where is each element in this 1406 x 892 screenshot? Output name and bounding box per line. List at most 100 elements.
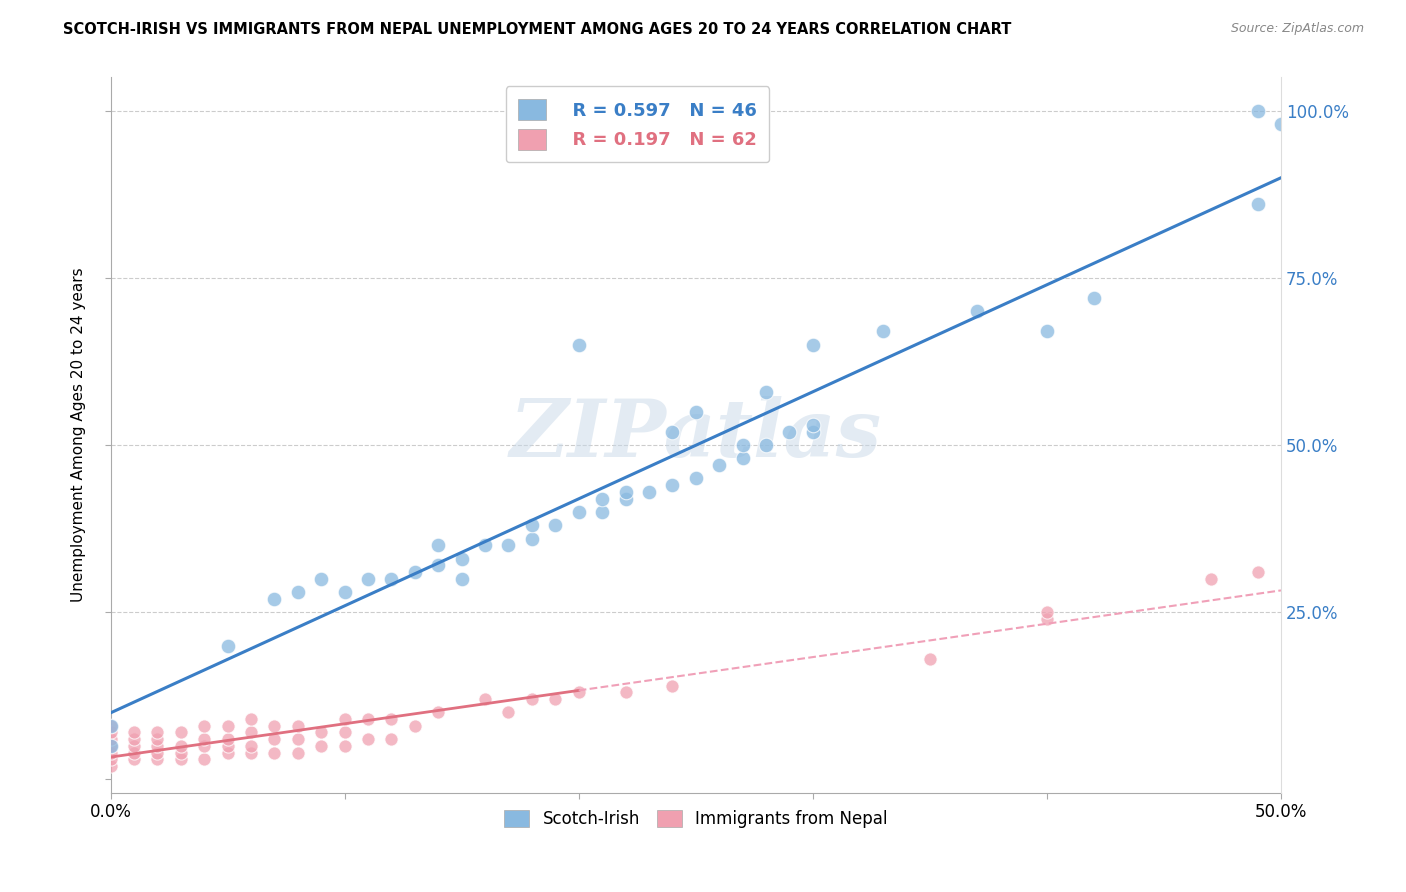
Point bbox=[427, 558, 450, 573]
Point bbox=[122, 732, 145, 747]
Point bbox=[100, 739, 122, 753]
Point bbox=[520, 518, 543, 533]
Point bbox=[287, 732, 309, 747]
Point bbox=[100, 746, 122, 760]
Point bbox=[498, 538, 520, 552]
Point bbox=[707, 458, 730, 472]
Point bbox=[333, 712, 356, 726]
Text: Source: ZipAtlas.com: Source: ZipAtlas.com bbox=[1230, 22, 1364, 36]
Point bbox=[520, 692, 543, 706]
Point bbox=[263, 719, 285, 733]
Point bbox=[287, 746, 309, 760]
Point bbox=[1199, 572, 1222, 586]
Point bbox=[544, 692, 567, 706]
Point bbox=[122, 739, 145, 753]
Point bbox=[287, 719, 309, 733]
Point bbox=[966, 304, 988, 318]
Point bbox=[778, 425, 800, 439]
Point bbox=[380, 732, 402, 747]
Point bbox=[357, 712, 380, 726]
Point bbox=[474, 538, 496, 552]
Point bbox=[685, 404, 707, 418]
Point bbox=[217, 719, 239, 733]
Point bbox=[544, 518, 567, 533]
Point bbox=[263, 746, 285, 760]
Point bbox=[1036, 605, 1059, 619]
Point bbox=[568, 505, 591, 519]
Point bbox=[498, 706, 520, 720]
Point bbox=[1036, 325, 1059, 339]
Point bbox=[450, 551, 472, 566]
Point bbox=[333, 739, 356, 753]
Point bbox=[100, 719, 122, 733]
Point bbox=[100, 719, 122, 733]
Point bbox=[380, 572, 402, 586]
Point bbox=[450, 572, 472, 586]
Point bbox=[240, 725, 263, 739]
Point bbox=[404, 719, 426, 733]
Point bbox=[755, 384, 778, 399]
Point bbox=[146, 746, 169, 760]
Point bbox=[801, 338, 824, 352]
Point bbox=[731, 438, 754, 452]
Y-axis label: Unemployment Among Ages 20 to 24 years: Unemployment Among Ages 20 to 24 years bbox=[72, 268, 86, 602]
Point bbox=[427, 706, 450, 720]
Point bbox=[193, 719, 215, 733]
Point bbox=[614, 484, 637, 499]
Point bbox=[661, 679, 683, 693]
Point bbox=[193, 739, 215, 753]
Point bbox=[568, 685, 591, 699]
Point bbox=[685, 471, 707, 485]
Point bbox=[333, 585, 356, 599]
Point bbox=[146, 752, 169, 766]
Point bbox=[100, 759, 122, 773]
Text: ZIPatlas: ZIPatlas bbox=[510, 396, 882, 474]
Point bbox=[309, 739, 332, 753]
Point bbox=[170, 746, 193, 760]
Point bbox=[122, 725, 145, 739]
Point bbox=[217, 739, 239, 753]
Point bbox=[170, 752, 193, 766]
Point bbox=[918, 652, 941, 666]
Text: SCOTCH-IRISH VS IMMIGRANTS FROM NEPAL UNEMPLOYMENT AMONG AGES 20 TO 24 YEARS COR: SCOTCH-IRISH VS IMMIGRANTS FROM NEPAL UN… bbox=[63, 22, 1012, 37]
Point bbox=[309, 725, 332, 739]
Point bbox=[240, 746, 263, 760]
Point bbox=[100, 725, 122, 739]
Point bbox=[333, 725, 356, 739]
Point bbox=[100, 732, 122, 747]
Point bbox=[146, 732, 169, 747]
Point bbox=[193, 752, 215, 766]
Point bbox=[801, 425, 824, 439]
Point bbox=[1246, 103, 1268, 118]
Point bbox=[217, 746, 239, 760]
Point bbox=[100, 752, 122, 766]
Point bbox=[638, 484, 661, 499]
Point bbox=[380, 712, 402, 726]
Point bbox=[193, 732, 215, 747]
Point bbox=[170, 725, 193, 739]
Point bbox=[591, 491, 613, 506]
Point bbox=[661, 425, 683, 439]
Point bbox=[240, 739, 263, 753]
Point bbox=[217, 732, 239, 747]
Point bbox=[404, 565, 426, 579]
Point bbox=[146, 739, 169, 753]
Point bbox=[1036, 612, 1059, 626]
Point bbox=[357, 732, 380, 747]
Point bbox=[614, 685, 637, 699]
Point bbox=[1083, 291, 1105, 305]
Point bbox=[1246, 197, 1268, 211]
Point bbox=[217, 639, 239, 653]
Point bbox=[731, 451, 754, 466]
Point bbox=[801, 417, 824, 432]
Point bbox=[263, 591, 285, 606]
Point bbox=[591, 505, 613, 519]
Point bbox=[427, 538, 450, 552]
Point bbox=[1270, 117, 1292, 131]
Point bbox=[474, 692, 496, 706]
Point bbox=[661, 478, 683, 492]
Point bbox=[146, 725, 169, 739]
Legend: Scotch-Irish, Immigrants from Nepal: Scotch-Irish, Immigrants from Nepal bbox=[498, 803, 894, 834]
Point bbox=[614, 491, 637, 506]
Point bbox=[263, 732, 285, 747]
